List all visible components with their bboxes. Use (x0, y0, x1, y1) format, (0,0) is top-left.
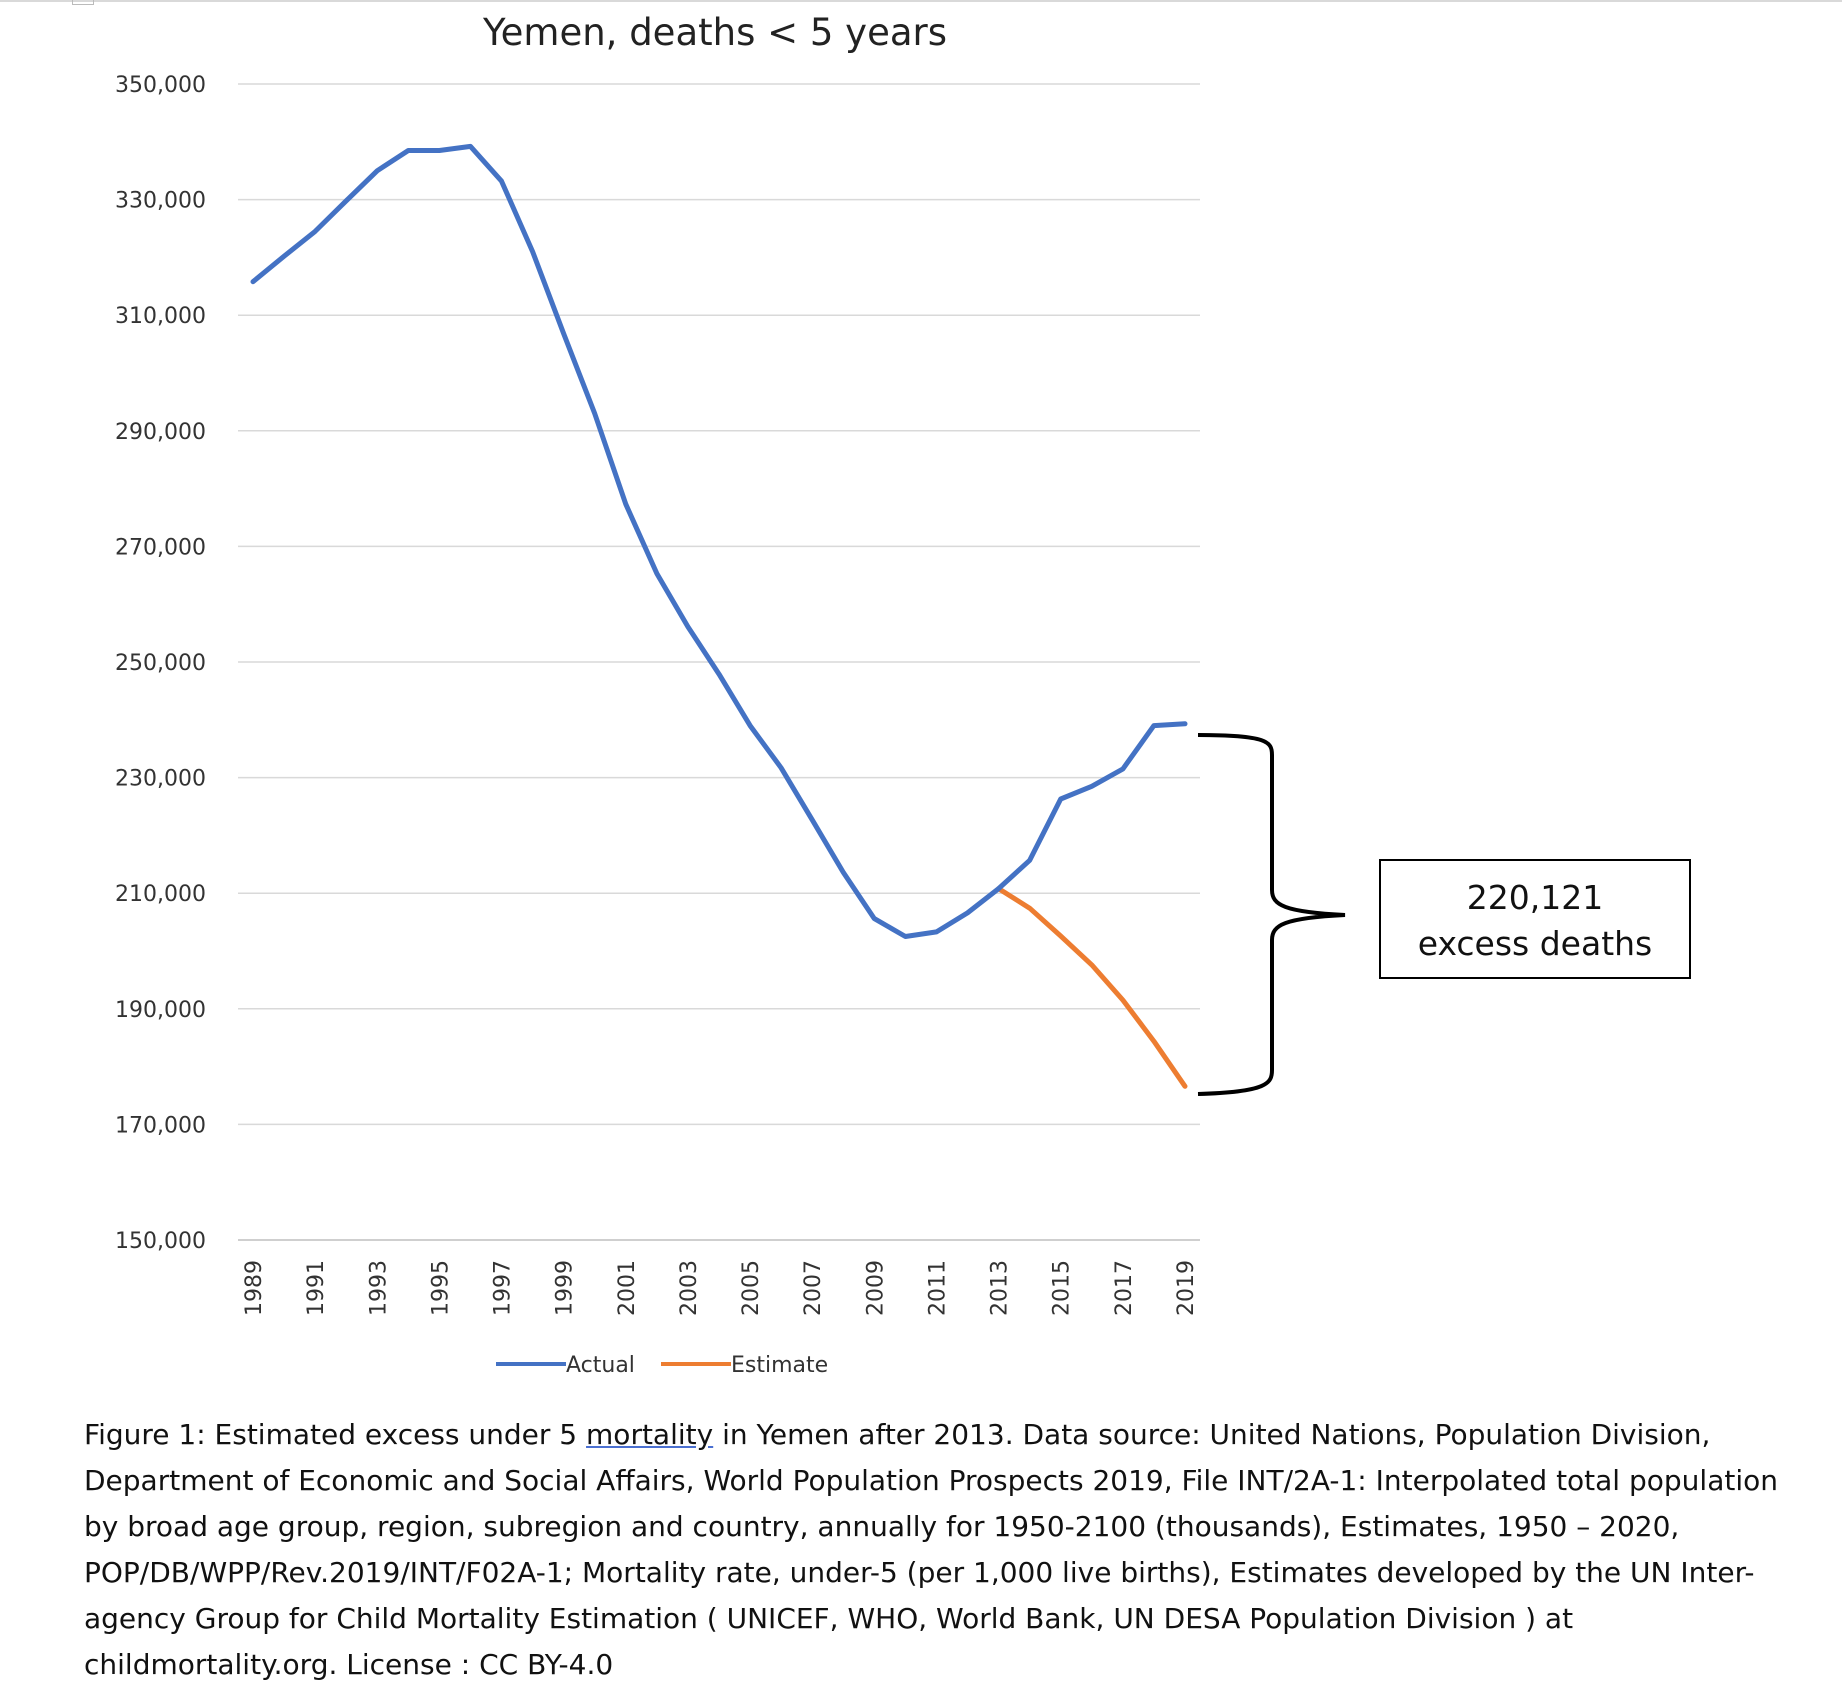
x-tick-label: 2019 (1174, 1260, 1199, 1316)
annotation-line-1: 220,121 (1467, 878, 1603, 917)
x-tick-label: 2017 (1112, 1260, 1137, 1316)
x-tick-label: 2011 (925, 1260, 950, 1316)
annotation-box (1379, 859, 1691, 979)
series-line-actual (250, 143, 1188, 939)
x-tick-label: 2013 (988, 1260, 1013, 1316)
caption-text-end: in Yemen after 2013. Data source: United… (84, 1418, 1778, 1681)
y-tick-label: 150,000 (115, 1229, 206, 1254)
y-tick-label: 330,000 (115, 189, 206, 214)
y-tick-label: 290,000 (115, 420, 206, 445)
x-tick-label: 2009 (863, 1260, 888, 1316)
document-corner-mark (72, 0, 94, 5)
x-tick-label: 1997 (491, 1260, 516, 1316)
chart-title: Yemen, deaths < 5 years (482, 11, 947, 54)
series-line-estimate (996, 886, 1188, 1089)
figure-caption: Figure 1: Estimated excess under 5 morta… (84, 1412, 1804, 1688)
annotation-line-2: excess deaths (1418, 924, 1653, 963)
y-tick-label: 190,000 (115, 998, 206, 1023)
bracket-shape (1197, 733, 1346, 1096)
x-tick-label: 1995 (428, 1260, 453, 1316)
y-tick-label: 250,000 (115, 651, 206, 676)
x-tick-label: 1989 (242, 1260, 267, 1316)
y-tick-label: 310,000 (115, 304, 206, 329)
series-lines (250, 143, 1188, 1089)
legend-label-actual: Actual (566, 1353, 635, 1378)
caption-underlined-word: mortality (586, 1418, 714, 1451)
y-tick-label: 270,000 (115, 535, 206, 560)
y-tick-label: 230,000 (115, 767, 206, 792)
legend-label-estimate: Estimate (731, 1353, 828, 1378)
gridlines (238, 83, 1200, 1241)
y-axis: 150,000 170,000 190,000 210,000 230,000 250,0… (115, 73, 206, 1254)
legend: Actual Estimate (496, 1353, 828, 1378)
x-tick-label: 1999 (553, 1260, 578, 1316)
page-top-border (0, 0, 1842, 2)
x-axis: 1989 1991 1993 1995 1997 1999 2001 2003 2005 2007… (242, 1260, 1199, 1316)
x-tick-label: 2007 (801, 1260, 826, 1316)
y-tick-label: 350,000 (115, 73, 206, 98)
x-tick-label: 2015 (1050, 1260, 1075, 1316)
x-tick-label: 2005 (739, 1260, 764, 1316)
x-tick-label: 2001 (615, 1260, 640, 1316)
y-tick-label: 210,000 (115, 882, 206, 907)
y-tick-label: 170,000 (115, 1113, 206, 1138)
x-tick-label: 1991 (304, 1260, 329, 1316)
bracket-annotation: 220,121 excess deaths (1197, 733, 1691, 1096)
x-tick-label: 2003 (677, 1260, 702, 1316)
line-chart: Yemen, deaths < 5 years 150,000 170,000 19… (115, 11, 1691, 1378)
x-tick-label: 1993 (366, 1260, 391, 1316)
caption-text-start: Figure 1: Estimated excess under 5 (84, 1418, 587, 1451)
